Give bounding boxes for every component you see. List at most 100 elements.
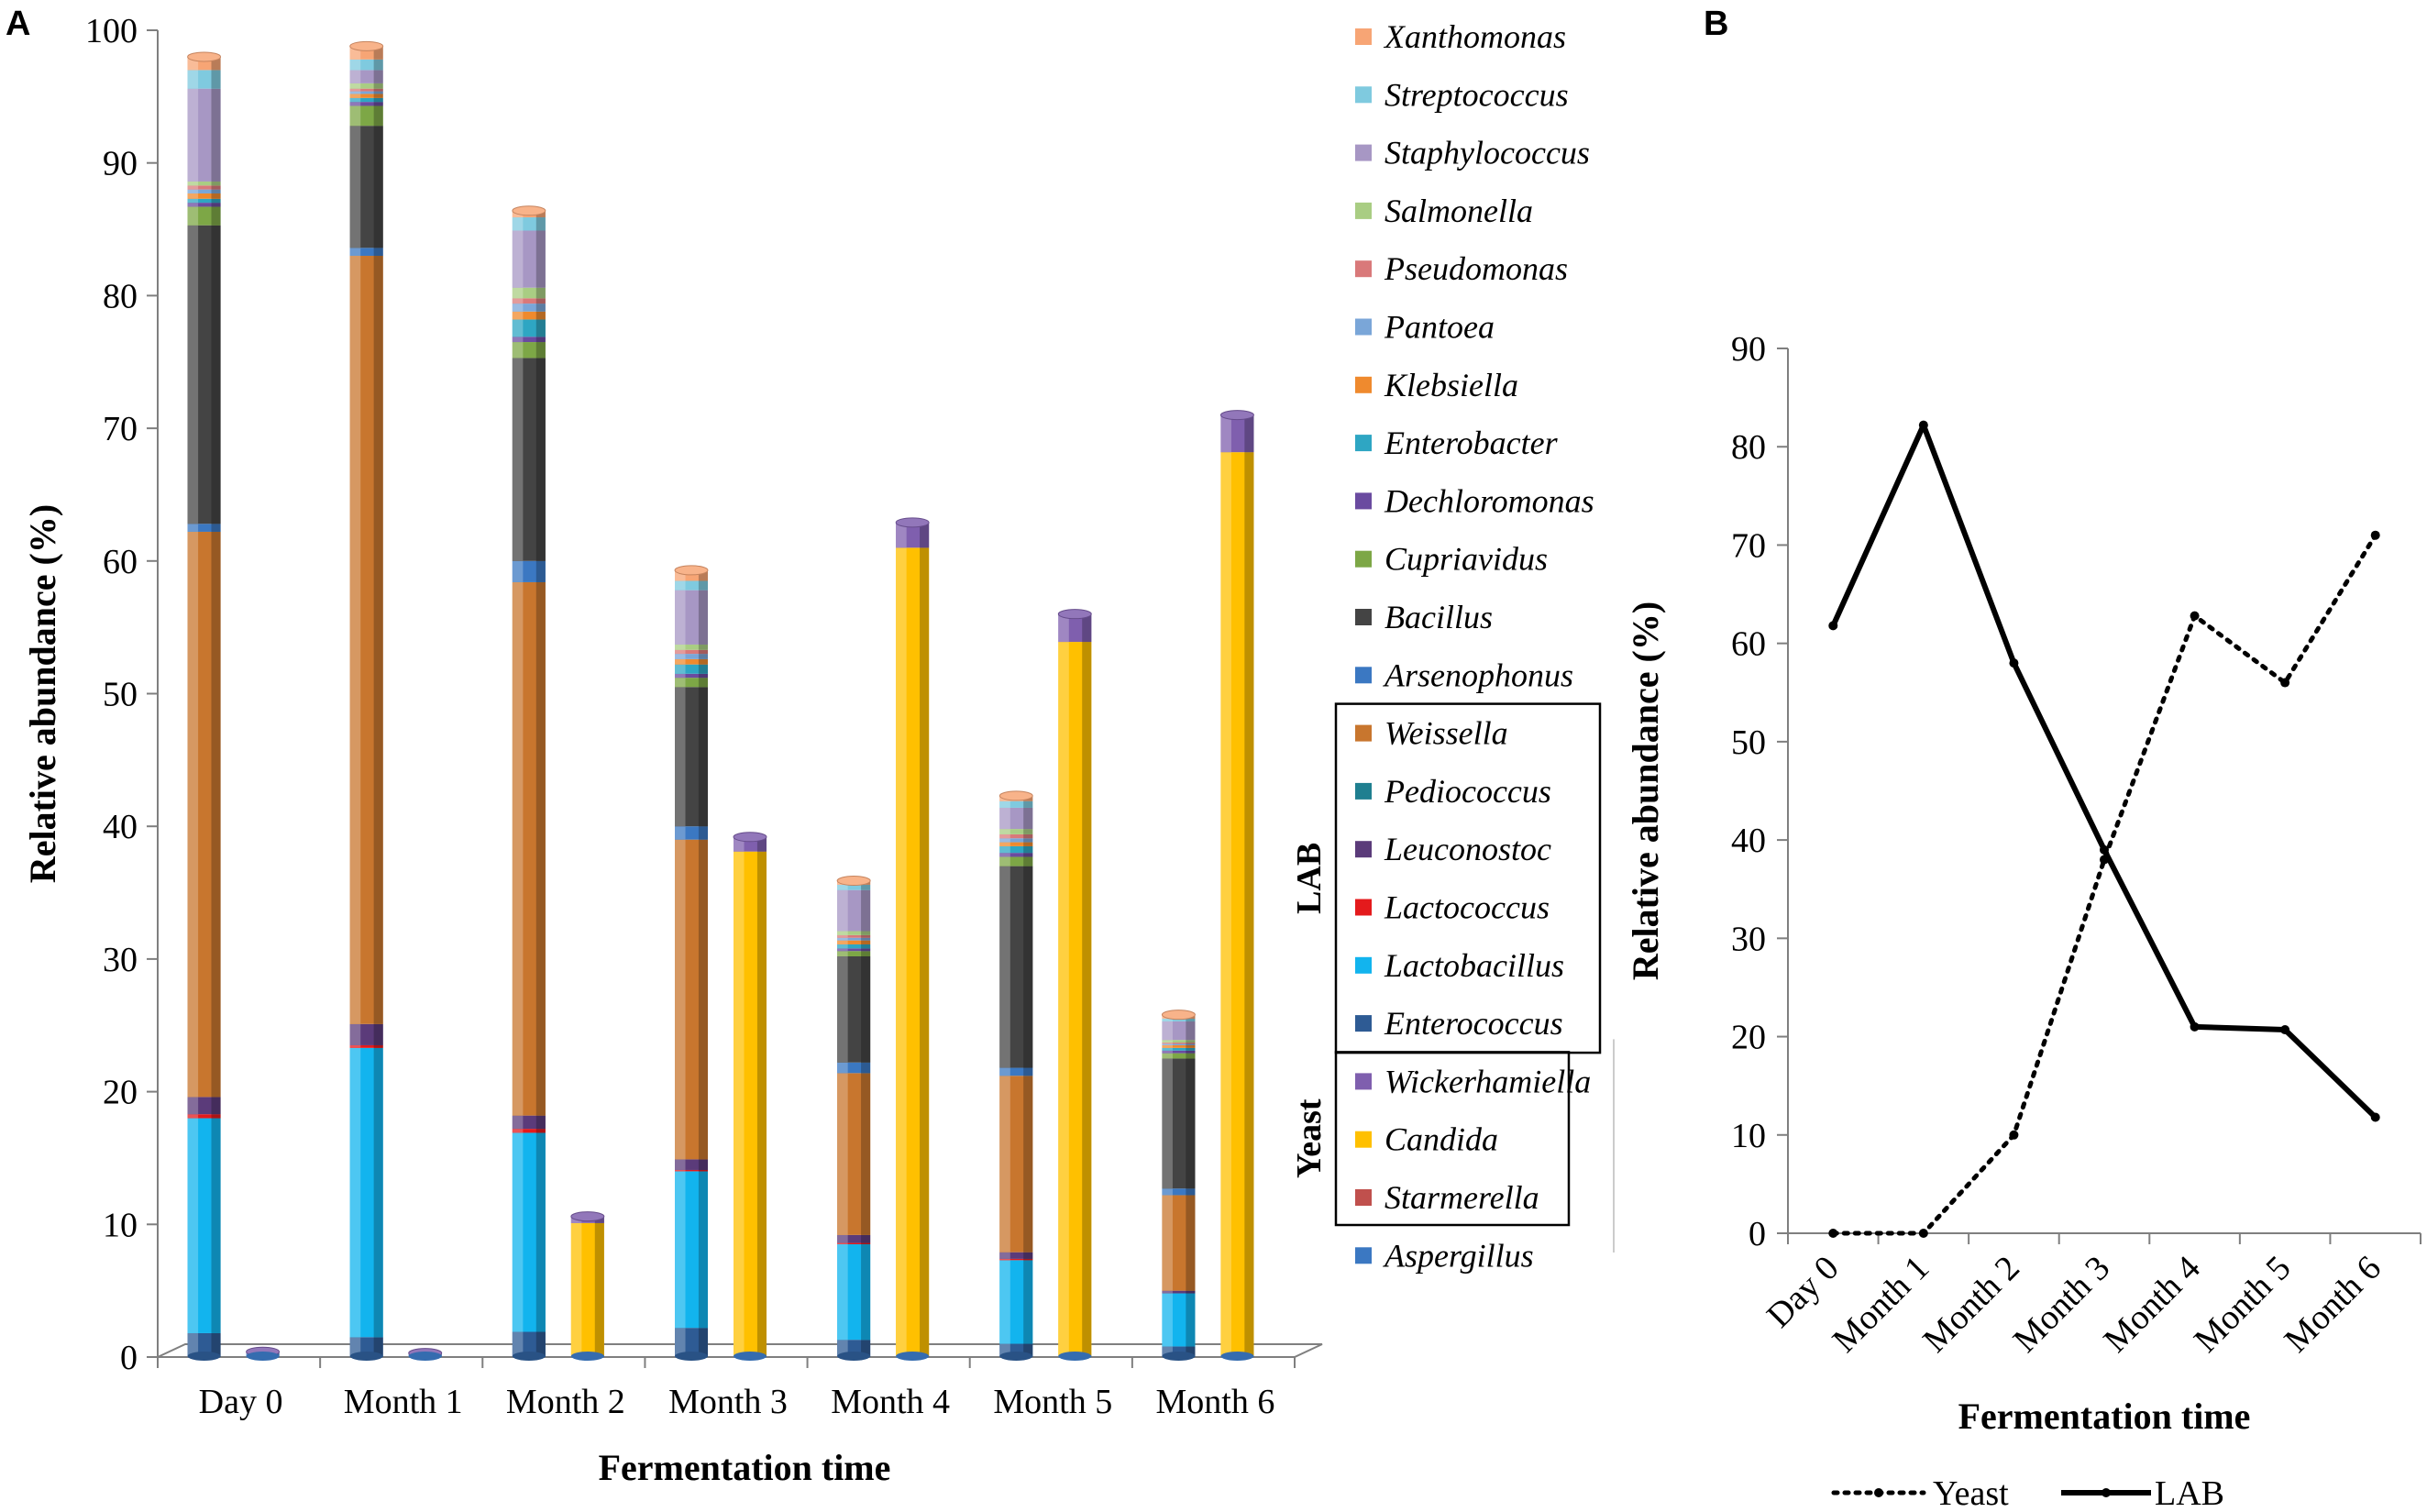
segment-highlight: [1162, 1290, 1173, 1294]
segment-shadow: [535, 337, 546, 343]
segment-shadow: [861, 1062, 871, 1074]
legend-item-salmonella: Salmonella: [1355, 193, 1533, 229]
segment-shadow: [1186, 1293, 1196, 1347]
y-tick-label: 30: [103, 941, 138, 979]
segment-shadow: [920, 522, 930, 548]
bacteria-segment-streptococcus: [187, 70, 221, 89]
y-tick-label: 40: [1731, 822, 1766, 860]
segment-highlight: [349, 97, 361, 103]
legend-item-xanthomonas: Xanthomonas: [1355, 18, 1566, 55]
segment-highlight: [349, 88, 361, 92]
bacteria-segment-arsenophonus: [675, 826, 708, 840]
segment-shadow: [698, 664, 708, 674]
segment-shadow: [211, 206, 221, 226]
segment-shadow: [861, 889, 871, 932]
y-tick-label: 70: [103, 410, 138, 448]
segment-shadow: [861, 1073, 871, 1235]
segment-highlight: [837, 934, 848, 938]
segment-highlight: [675, 590, 686, 645]
segment-shadow: [1244, 452, 1254, 1356]
bacteria-bar-cap: [187, 51, 222, 62]
segment-body: [675, 664, 708, 674]
bacteria-segment-cupriavidus: [675, 678, 708, 688]
segment-shadow: [373, 1044, 383, 1048]
legend-swatch: [1355, 1015, 1372, 1032]
legend-label: Salmonella: [1384, 193, 1533, 229]
segment-highlight: [187, 1332, 199, 1357]
data-point-lab: [2190, 1021, 2200, 1032]
bacteria-segment-staphylococcus: [349, 70, 383, 83]
segment-highlight: [999, 1076, 1010, 1253]
legend-label: Candida: [1384, 1121, 1498, 1158]
segment-highlight: [1220, 452, 1231, 1356]
bacteria-segment-dechloromonas: [675, 673, 708, 679]
segment-shadow: [756, 836, 767, 852]
legend-label: Weissella: [1384, 715, 1508, 752]
bacteria-segment-klebsiella: [187, 193, 221, 199]
segment-highlight: [999, 1067, 1010, 1076]
segment-highlight: [1162, 1293, 1173, 1347]
segment-body: [675, 658, 708, 665]
segment-body: [1162, 1290, 1196, 1294]
segment-body: [999, 842, 1033, 846]
x-tick-label: Month 4: [2096, 1249, 2208, 1361]
data-point-lab: [2280, 1025, 2290, 1035]
segment-highlight: [999, 1258, 1010, 1261]
legend-label: Pantoea: [1384, 309, 1495, 346]
data-point-lab: [2009, 658, 2019, 668]
segment-shadow: [373, 46, 383, 60]
segment-shadow: [535, 1115, 546, 1130]
legend-label: Pseudomonas: [1384, 250, 1568, 287]
bacteria-segment-leuconostoc: [349, 1023, 383, 1045]
y-tick-label: 0: [1749, 1215, 1766, 1253]
segment-highlight: [837, 931, 848, 935]
bacteria-segment-lactococcus: [675, 1169, 708, 1172]
fungi-bar-base: [1220, 1352, 1254, 1361]
y-tick-label: 80: [103, 277, 138, 315]
x-tick-label: Month 1: [344, 1383, 463, 1421]
bacteria-bar-base: [349, 1352, 383, 1361]
segment-shadow: [861, 944, 871, 949]
segment-body: [999, 1252, 1033, 1259]
segment-shadow: [698, 644, 708, 650]
segment-highlight: [1162, 1195, 1173, 1291]
bacteria-segment-leuconostoc: [512, 1115, 546, 1130]
segment-highlight: [512, 342, 524, 359]
bacteria-bar-cap: [1161, 1010, 1196, 1021]
bacteria-segment-lactococcus: [837, 1242, 871, 1245]
segment-highlight: [1058, 613, 1069, 643]
segment-body: [512, 304, 546, 312]
segment-highlight: [349, 1044, 361, 1048]
y-axis-title: Relative abundance (%): [1625, 601, 1666, 980]
legend-label: Klebsiella: [1384, 367, 1518, 403]
bacteria-segment-weissella: [675, 839, 708, 1160]
bacteria-segment-dechloromonas: [187, 203, 221, 207]
y-tick-label: 60: [103, 543, 138, 581]
bacteria-segment-arsenophonus: [512, 560, 546, 582]
segment-highlight: [349, 1047, 361, 1338]
bacteria-bar-cap: [998, 790, 1033, 801]
segment-shadow: [861, 1340, 871, 1357]
y-tick-label: 90: [1731, 330, 1766, 369]
segment-shadow: [861, 884, 871, 890]
legend-swatch: [1355, 144, 1372, 161]
segment-shadow: [861, 937, 871, 941]
segment-shadow: [211, 198, 221, 204]
segment-highlight: [349, 46, 361, 60]
y-tick-label: 50: [103, 676, 138, 714]
segment-shadow: [373, 102, 383, 106]
fungi-bar-cap: [1219, 410, 1254, 421]
segment-body: [512, 311, 546, 320]
segment-highlight: [187, 1114, 199, 1119]
segment-shadow: [535, 217, 546, 231]
legend-swatch: [1355, 956, 1372, 974]
segment-shadow: [1023, 866, 1033, 1068]
legend-item-staphylococcus: Staphylococcus: [1355, 135, 1590, 171]
bacteria-segment-staphylococcus: [837, 889, 871, 932]
segment-highlight: [837, 956, 848, 1063]
legend-item-enterobacter: Enterobacter: [1355, 425, 1559, 461]
segment-body: [187, 181, 221, 186]
y-tick-label: 20: [1731, 1019, 1766, 1057]
segment-shadow: [211, 524, 221, 532]
